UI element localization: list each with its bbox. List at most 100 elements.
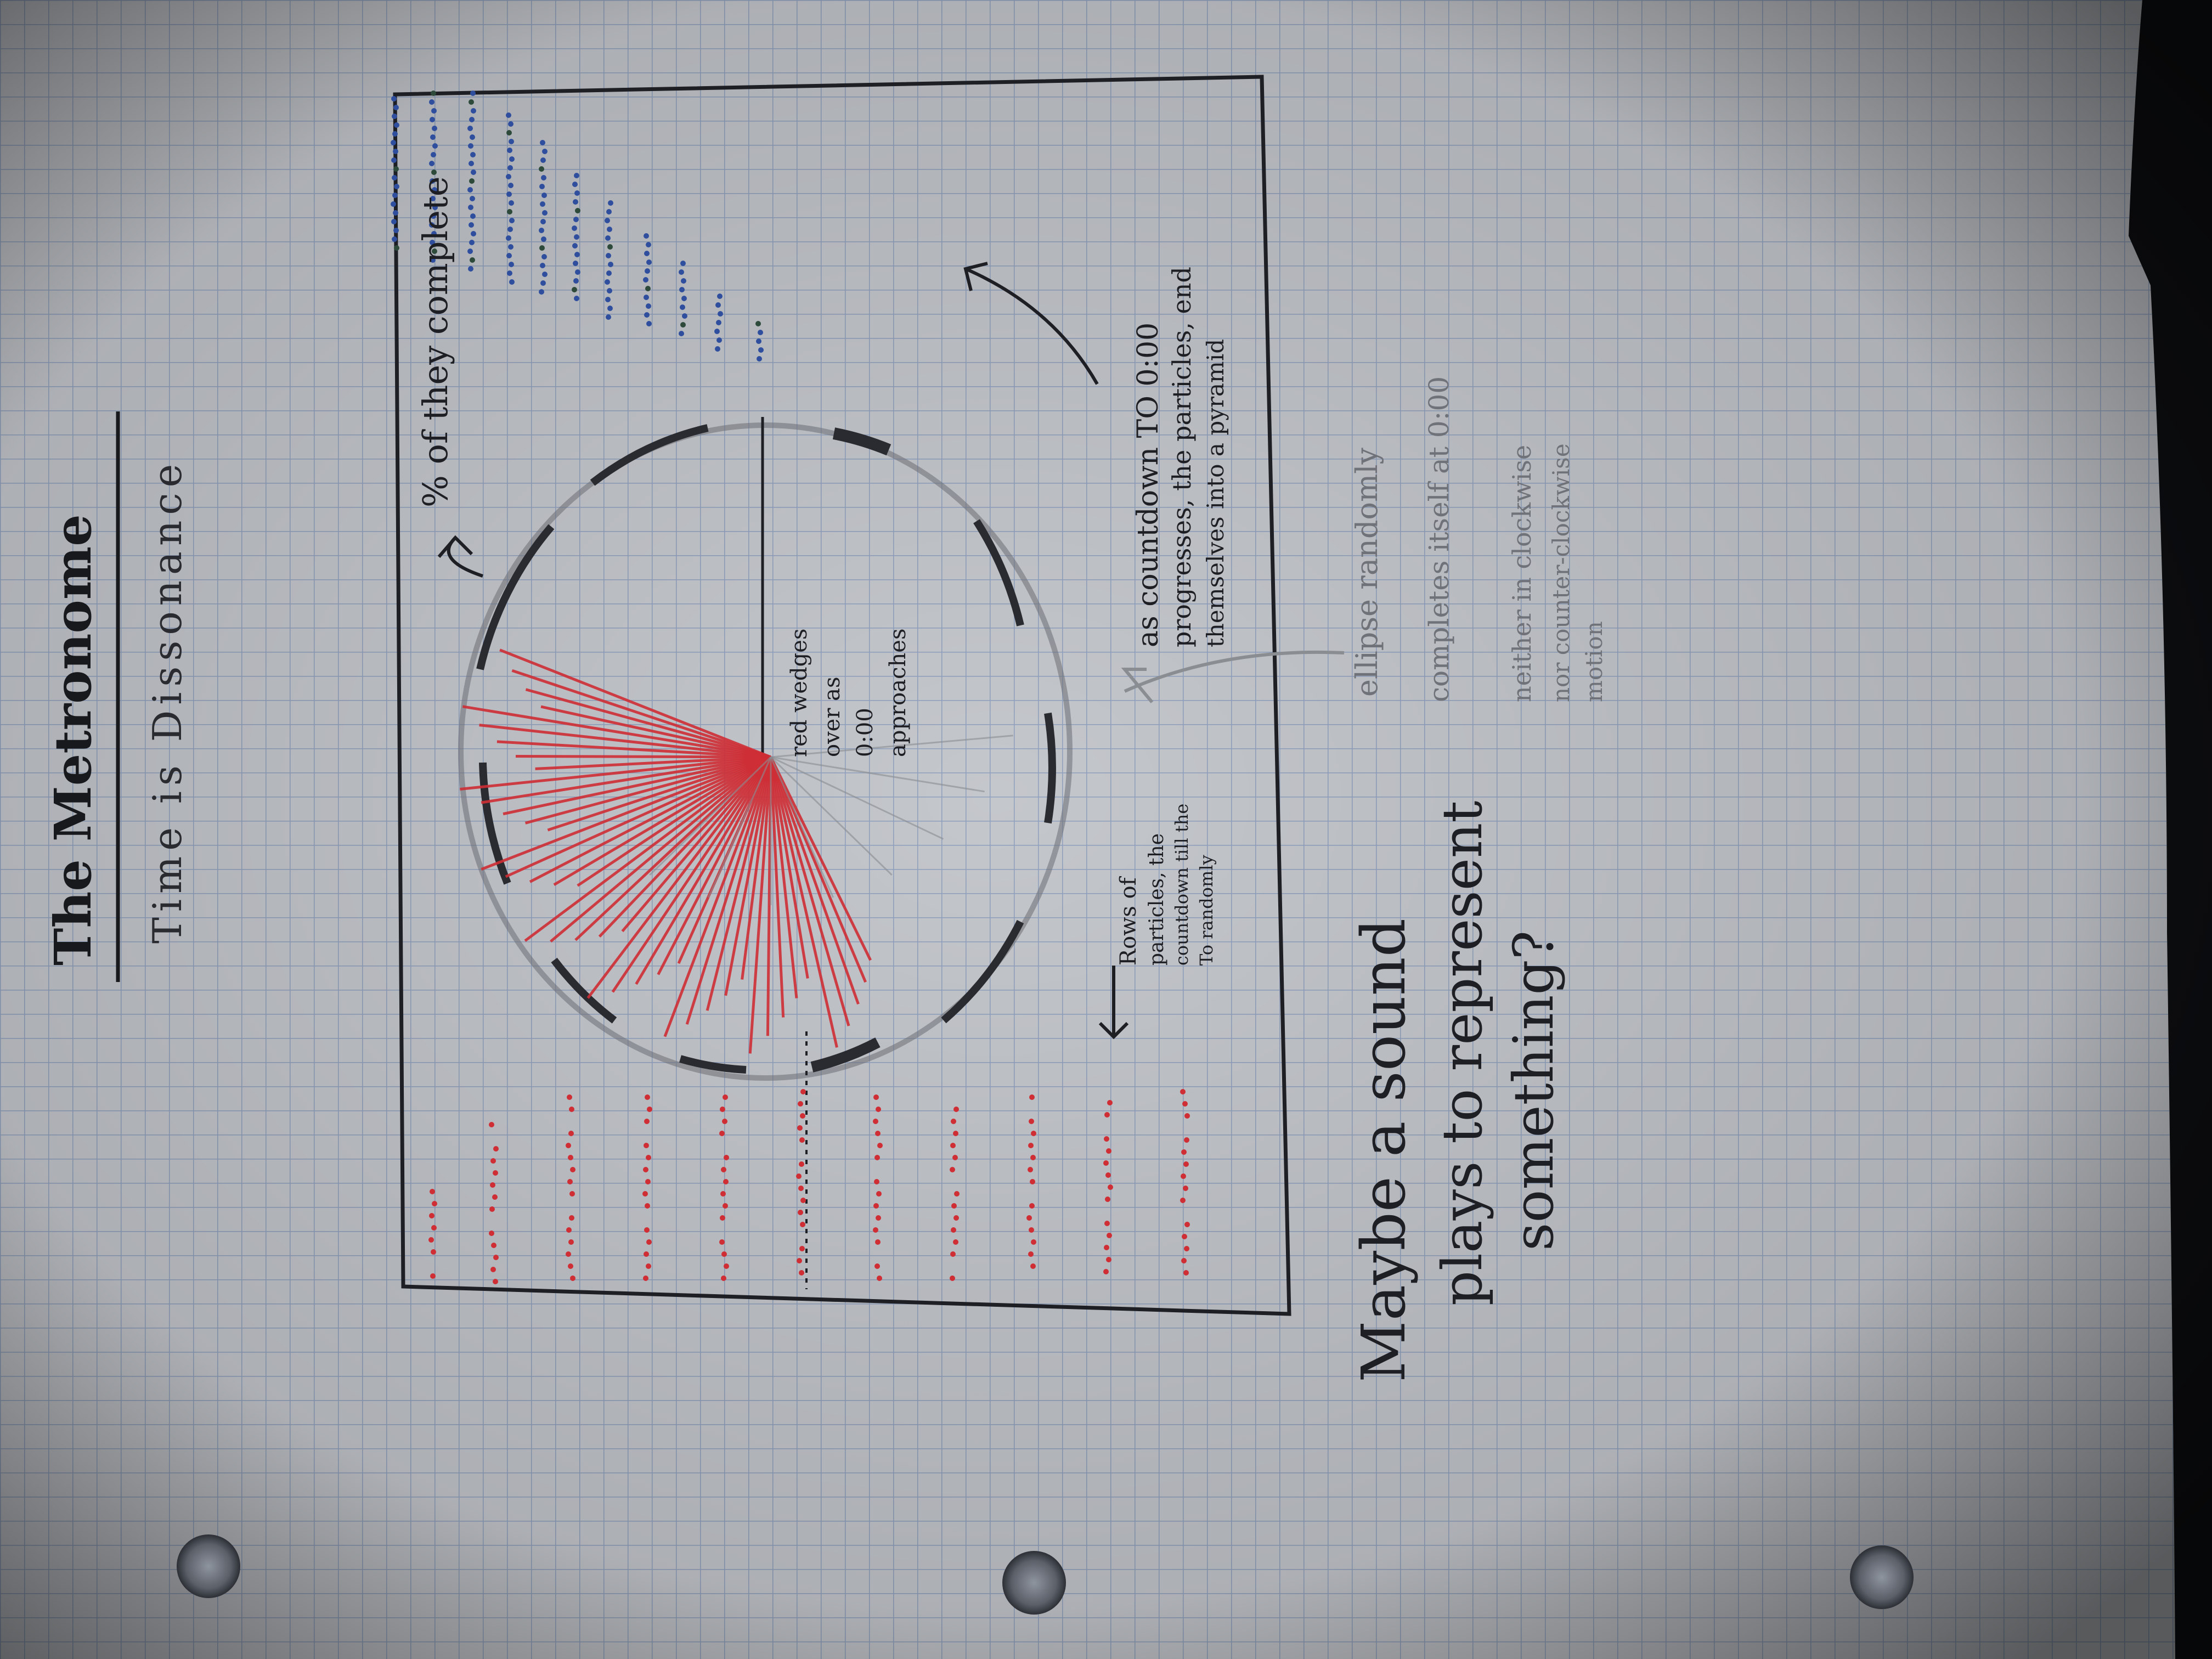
blue-particle — [679, 287, 685, 292]
blue-particle — [431, 231, 437, 236]
red-particle — [799, 1137, 805, 1143]
red-particle — [568, 1155, 573, 1160]
red-particle — [489, 1122, 494, 1127]
blue-particle — [540, 219, 546, 224]
red-particle — [1184, 1246, 1189, 1251]
red-particle — [952, 1155, 958, 1160]
red-wedge-line — [503, 755, 771, 816]
blue-particle — [681, 278, 686, 284]
red-wedge-line — [635, 756, 772, 985]
red-particle — [1030, 1155, 1036, 1160]
red-particle — [1030, 1263, 1036, 1269]
blue-particle — [391, 140, 396, 145]
red-particle — [1105, 1197, 1110, 1202]
blue-particle — [540, 201, 545, 207]
red-particle — [647, 1107, 652, 1112]
motion-note-3: motion — [1581, 621, 1607, 702]
ellipse-arc — [973, 519, 1024, 627]
red-wedge-line — [550, 756, 772, 943]
red-particle — [874, 1179, 879, 1184]
red-particle — [643, 1276, 648, 1281]
red-particle — [1107, 1233, 1112, 1238]
blue-particle — [432, 126, 437, 131]
red-wedge-line — [769, 757, 860, 1005]
red-wedge-note-3: 0:00 — [853, 708, 878, 757]
blue-particle — [682, 313, 687, 319]
ellipse-note-2: completes itself at 0:00 — [1423, 376, 1455, 702]
red-particle — [874, 1155, 880, 1160]
blue-particle — [645, 286, 651, 291]
red-particle — [490, 1182, 495, 1188]
red-wedge-line — [741, 757, 772, 980]
red-particle — [954, 1191, 960, 1197]
red-wedge-line — [724, 757, 772, 996]
red-particle — [951, 1227, 956, 1233]
red-particle — [799, 1161, 804, 1167]
red-particle — [1104, 1245, 1109, 1250]
red-particle — [873, 1227, 878, 1233]
blue-particle — [572, 182, 578, 187]
red-particle-rows — [428, 1089, 1190, 1284]
annotation-arrows — [437, 262, 1345, 1040]
blue-particle — [393, 105, 399, 110]
red-particle — [430, 1189, 435, 1194]
red-wedge-line — [769, 757, 809, 979]
blue-particle — [540, 157, 546, 163]
blue-particle — [394, 122, 399, 128]
blue-particle — [432, 143, 438, 149]
blue-particle — [680, 304, 685, 310]
binder-hole — [1850, 1545, 1914, 1609]
blue-particle — [572, 225, 577, 231]
red-particle — [720, 1107, 725, 1112]
blue-particle — [646, 303, 651, 309]
blue-particle — [470, 91, 476, 96]
red-particle — [800, 1089, 806, 1094]
binder-hole — [1002, 1551, 1066, 1615]
red-particle — [950, 1251, 956, 1257]
blue-particle — [574, 190, 580, 196]
red-wedge-line — [515, 754, 771, 759]
ellipse-note-1: ellipse randomly — [1350, 447, 1384, 697]
ellipse-arc — [590, 424, 709, 486]
red-wedge-line — [769, 757, 850, 1026]
page-subtitle: Time is Dissonance — [144, 459, 190, 944]
red-wedge-line — [525, 688, 771, 759]
blue-particle — [391, 219, 397, 224]
blue-particle — [430, 134, 436, 140]
blue-particle — [646, 321, 652, 326]
blue-particle — [716, 337, 722, 343]
ellipse-arc — [479, 762, 511, 885]
blue-particle — [541, 254, 547, 259]
blue-particle — [470, 134, 475, 140]
blue-particle — [506, 174, 511, 179]
red-wedge-line — [574, 756, 772, 941]
red-particle — [1182, 1234, 1187, 1239]
blue-particle — [574, 173, 579, 178]
blue-particle — [644, 295, 649, 300]
blue-particle — [540, 280, 546, 286]
blue-particle — [715, 346, 720, 352]
blue-particle — [509, 156, 515, 162]
ellipse-arc — [810, 1037, 881, 1073]
red-particle — [644, 1119, 650, 1124]
blue-particle — [539, 289, 544, 295]
red-particle — [723, 1179, 729, 1184]
grey-wedge-line — [649, 756, 772, 876]
blue-particle — [430, 196, 436, 201]
blue-particle — [716, 320, 721, 325]
red-particle — [720, 1215, 725, 1221]
blue-particle — [539, 228, 544, 233]
blue-particle — [506, 191, 512, 197]
red-wedge-line — [462, 705, 771, 759]
red-wedge-line — [663, 757, 772, 1037]
blue-particle — [507, 165, 513, 171]
blue-particle — [394, 184, 399, 189]
red-wedge-line — [769, 756, 872, 961]
blue-particle — [607, 227, 612, 232]
red-particle — [1184, 1222, 1190, 1227]
arrow-circle — [1121, 668, 1154, 703]
clock-sketch — [458, 417, 1073, 1289]
countdown-note-3: themselves into a pyramid — [1202, 339, 1229, 647]
red-particle — [800, 1198, 806, 1203]
red-particle — [493, 1279, 498, 1284]
